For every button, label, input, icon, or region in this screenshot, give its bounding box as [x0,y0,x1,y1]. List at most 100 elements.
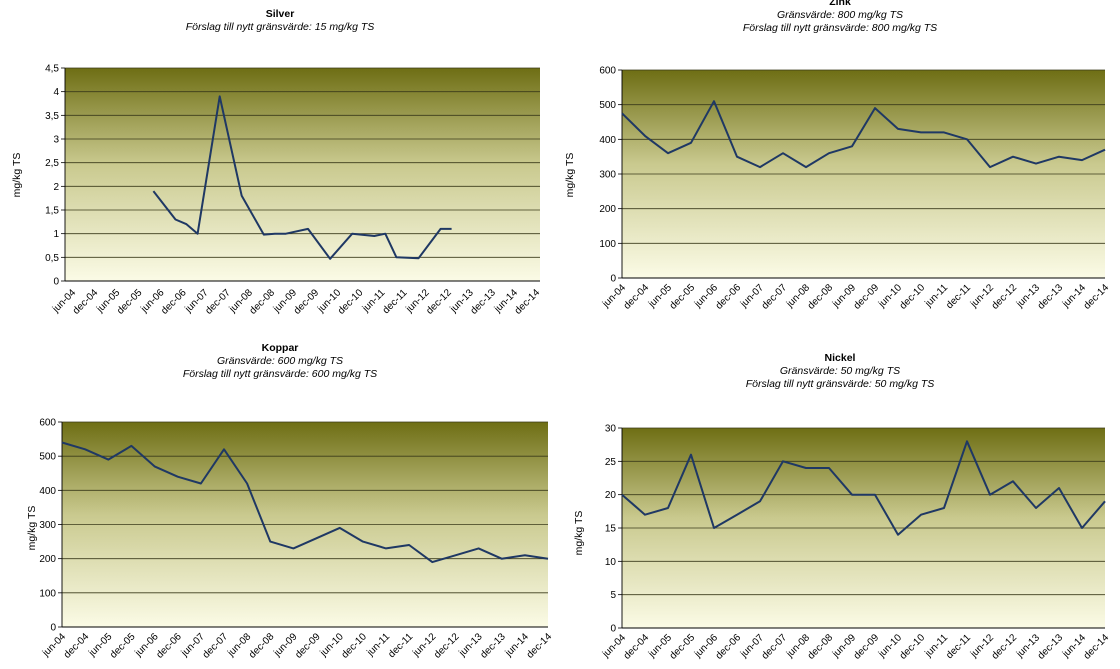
y-tick-label: 2,5 [45,158,59,169]
nickel-chart: 0 5 10 15 20 25 30 mg/kg TS jun-04 dec-04 jun-05 de… [560,334,1120,669]
y-tick-label: 1,5 [45,206,59,217]
x-tick-label: dec-05 [108,631,138,661]
koppar-chart: 0 100 200 300 400 500 600 mg/kg TS jun-04 dec-04 j… [0,334,560,669]
x-tick-label: dec-09 [852,282,882,312]
chart-title: Zink [829,0,851,8]
series-line [621,100,1106,169]
x-tick-label: dec-08 [247,631,277,661]
chart-subtitle: Gränsvärde: 600 mg/kg TS [216,355,344,367]
x-tick-label: dec-09 [852,632,882,662]
x-tick-label: dec-11 [944,632,973,661]
x-tick-label: dec-12 [432,631,462,661]
y-tick-label: 4,5 [45,64,59,75]
y-tick-label: 200 [599,204,616,215]
x-tick-label: dec-10 [898,282,928,312]
y-axis-label: mg/kg TS [11,153,23,198]
y-axis-label: mg/kg TS [573,511,585,556]
x-tick-label: dec-08 [806,282,836,312]
y-tick-label: 15 [605,524,617,535]
y-tick-label: 10 [605,557,617,568]
y-tick-label: 0,5 [45,253,59,264]
x-tick-label: dec-08 [806,632,836,662]
y-tick-label: 400 [39,486,56,497]
y-tick-label: 400 [599,135,616,146]
x-tick-label: dec-05 [115,287,145,317]
x-tick-label: dec-11 [381,287,410,316]
y-tick-label: 3 [53,135,59,146]
x-tick-label: dec-12 [990,632,1020,662]
y-tick-label: 100 [39,588,56,599]
x-tick-label: dec-06 [714,282,744,312]
x-tick-label: dec-13 [469,287,499,317]
plot-area [65,68,540,281]
chart-svg: 00,511,522,533,544,5mg/kg TSjun-04dec-04… [11,64,543,317]
chart-title: Koppar [261,342,299,354]
series-line [61,441,549,564]
y-tick-label: 600 [599,66,616,77]
x-tick-label: dec-14 [1082,282,1112,312]
chart-title: Nickel [824,352,856,364]
y-tick-label: 300 [599,170,616,181]
x-tick-label: dec-12 [990,282,1020,312]
chart-subtitle: Förslag till nytt gränsvärde: 50 mg/kg T… [745,378,935,390]
y-tick-label: 25 [605,457,617,468]
x-tick-label: dec-07 [203,287,233,317]
y-tick-label: 1 [53,229,59,240]
y-tick-label: 300 [39,520,56,531]
y-tick-label: 600 [39,418,56,429]
x-tick-label: dec-11 [944,282,973,311]
x-tick-label: dec-10 [898,632,928,662]
x-tick-label: dec-10 [336,287,366,317]
x-tick-label: dec-07 [760,632,790,662]
y-tick-label: 500 [599,100,616,111]
chart-subtitle: Gränsvärde: 50 mg/kg TS [779,365,901,377]
x-tick-label: dec-04 [71,287,101,317]
x-tick-label: dec-04 [622,282,652,312]
x-tick-label: dec-13 [1036,632,1066,662]
y-tick-label: 0 [50,623,56,634]
x-tick-label: dec-06 [154,631,184,661]
x-tick-label: dec-06 [159,287,189,317]
x-tick-label: dec-07 [201,631,231,661]
chart-subtitle: Förslag till nytt gränsvärde: 800 mg/kg … [742,22,938,34]
y-tick-label: 5 [610,590,616,601]
x-tick-label: dec-04 [62,631,92,661]
series-line [152,95,452,260]
y-tick-label: 100 [599,239,616,250]
chart-subtitle: Förslag till nytt gränsvärde: 600 mg/kg … [182,368,378,380]
x-tick-label: dec-06 [714,632,744,662]
y-tick-label: 0 [53,277,59,288]
x-tick-label: dec-08 [248,287,278,317]
x-tick-label: dec-14 [525,631,555,661]
x-tick-label: dec-12 [424,287,454,317]
y-tick-label: 20 [605,490,617,501]
x-tick-label: dec-07 [760,282,790,312]
zink-chart: 0 100 200 300 400 500 600 mg/kg TS jun-04 dec-04 j… [560,0,1120,334]
x-tick-label: dec-11 [386,631,415,660]
x-tick-label: dec-09 [293,631,323,661]
y-tick-label: 200 [39,554,56,565]
y-tick-label: 2 [53,182,59,193]
y-tick-label: 4 [53,87,59,98]
y-axis-label: mg/kg TS [26,506,38,551]
chart-subtitle: Förslag till nytt gränsvärde: 15 mg/kg T… [185,21,375,33]
y-tick-label: 0 [610,624,616,635]
y-axis-label: mg/kg TS [564,153,576,198]
x-tick-label: dec-05 [668,282,698,312]
x-tick-label: dec-14 [513,287,543,317]
x-tick-label: dec-13 [478,631,508,661]
y-tick-label: 3,5 [45,111,59,122]
x-tick-label: dec-09 [292,287,322,317]
y-tick-label: 30 [605,424,617,435]
y-tick-label: 0 [610,274,616,285]
x-tick-label: dec-14 [1082,632,1112,662]
silver-chart: 0 0,5 1 1,5 2 2,5 3 3,5 4 4,5 mg/kg TS jun-04 dec-04… [0,0,560,334]
y-tick-label: 500 [39,452,56,463]
x-tick-label: dec-05 [668,632,698,662]
x-tick-label: dec-10 [340,631,370,661]
chart-title: Silver [265,8,295,20]
chart-subtitle: Gränsvärde: 800 mg/kg TS [776,9,904,21]
